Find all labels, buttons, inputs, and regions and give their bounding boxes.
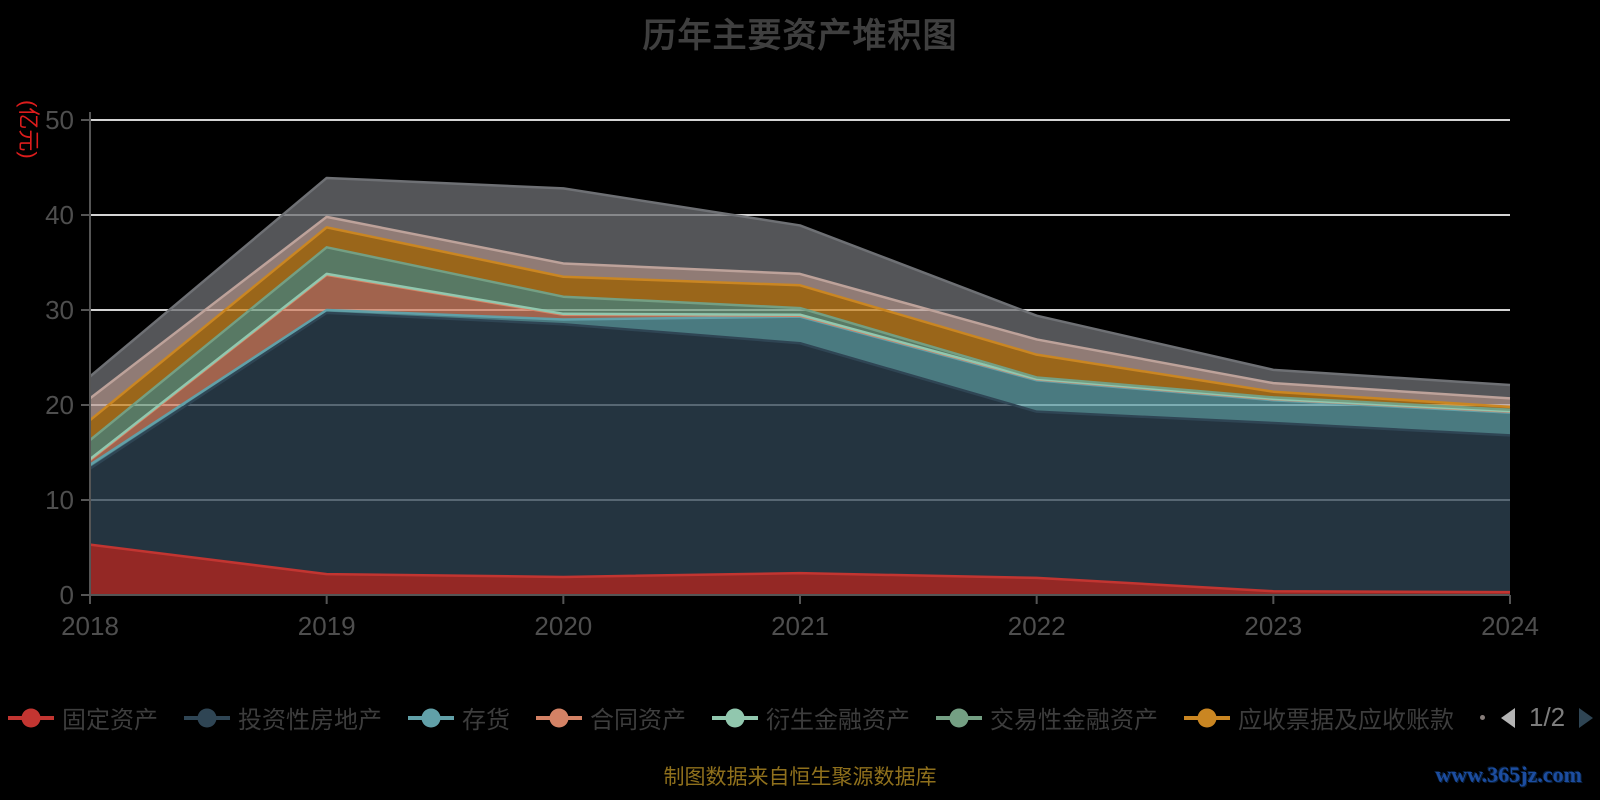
legend: 固定资产 投资性房地产 存货 合同资产 衍生金融资产 交易性金融资产 应收票据及应收账款 1… (0, 700, 1600, 735)
legend-next-button[interactable] (1577, 706, 1597, 730)
site-watermark[interactable]: www.365jz.com (1435, 762, 1582, 787)
area-投资性房地产[interactable] (90, 312, 1510, 593)
legend-item-固定资产[interactable]: 固定资产 (8, 700, 158, 735)
legend-label: 衍生金融资产 (766, 707, 910, 734)
x-tick-label-2022: 2022 (1008, 611, 1066, 641)
y-tick-label-20: 20 (45, 390, 74, 420)
area-series-8[interactable] (90, 216, 1510, 421)
data-source-note: 制图数据来自恒生聚源数据库 (663, 766, 937, 789)
area-存货[interactable] (90, 310, 1510, 469)
legend-label: 存货 (462, 707, 510, 734)
x-tick-label-2021: 2021 (771, 611, 829, 641)
x-tick-label-2019: 2019 (298, 611, 356, 641)
legend-marker-icon (1184, 708, 1230, 727)
legend-prev-button[interactable] (1497, 706, 1517, 730)
line-series-9 (89, 176, 1511, 387)
x-tick-label-2024: 2024 (1481, 611, 1539, 641)
legend-label: 固定资产 (62, 707, 158, 734)
y-tick-label-40: 40 (45, 200, 74, 230)
legend-label: 合同资产 (590, 707, 686, 734)
legend-marker-icon (936, 708, 982, 727)
line-series-8 (89, 215, 1511, 400)
x-tick-label-2020: 2020 (534, 611, 592, 641)
y-tick-label-50: 50 (45, 105, 74, 135)
legend-label: 应收票据及应收账款 (1238, 707, 1454, 734)
left-triangle-icon (1501, 707, 1515, 728)
right-triangle-icon (1579, 707, 1594, 728)
legend-overflow-dot (1480, 715, 1485, 720)
line-投资性房地产 (89, 311, 1511, 470)
legend-label: 交易性金融资产 (990, 707, 1158, 734)
line-交易性金融资产 (89, 246, 1511, 442)
y-tick-label-0: 0 (60, 580, 74, 610)
chart-title: 历年主要资产堆积图 (642, 17, 958, 55)
line-衍生金融资产 (89, 272, 1511, 461)
y-tick-label-10: 10 (45, 485, 74, 515)
legend-item-应收票据及应收账款[interactable]: 应收票据及应收账款 (1184, 700, 1454, 735)
legend-marker-icon (408, 708, 454, 727)
legend-item-存货[interactable]: 存货 (408, 700, 510, 735)
legend-pager: 1/2 (1480, 702, 1597, 733)
legend-marker-icon (184, 708, 230, 727)
legend-marker-icon (536, 708, 582, 727)
legend-marker-icon (8, 708, 54, 727)
legend-item-交易性金融资产[interactable]: 交易性金融资产 (936, 700, 1158, 735)
legend-marker-icon (712, 708, 758, 727)
legend-label: 投资性房地产 (238, 707, 382, 734)
area-固定资产[interactable] (90, 544, 1510, 595)
legend-item-合同资产[interactable]: 合同资产 (536, 700, 686, 735)
legend-item-投资性房地产[interactable]: 投资性房地产 (184, 700, 382, 735)
stacked-area-plot: 0 10 20 30 40 50 2018 2019 2020 2021 2022 2023 2024 (45, 105, 1539, 641)
x-tick-label-2018: 2018 (61, 611, 119, 641)
x-tick-label-2023: 2023 (1244, 611, 1302, 641)
legend-item-衍生金融资产[interactable]: 衍生金融资产 (712, 700, 910, 735)
line-应收票据及应收账款 (89, 226, 1511, 422)
line-固定资产 (89, 543, 1511, 594)
legend-page-indicator: 1/2 (1529, 702, 1566, 732)
y-tick-label-30: 30 (45, 295, 74, 325)
